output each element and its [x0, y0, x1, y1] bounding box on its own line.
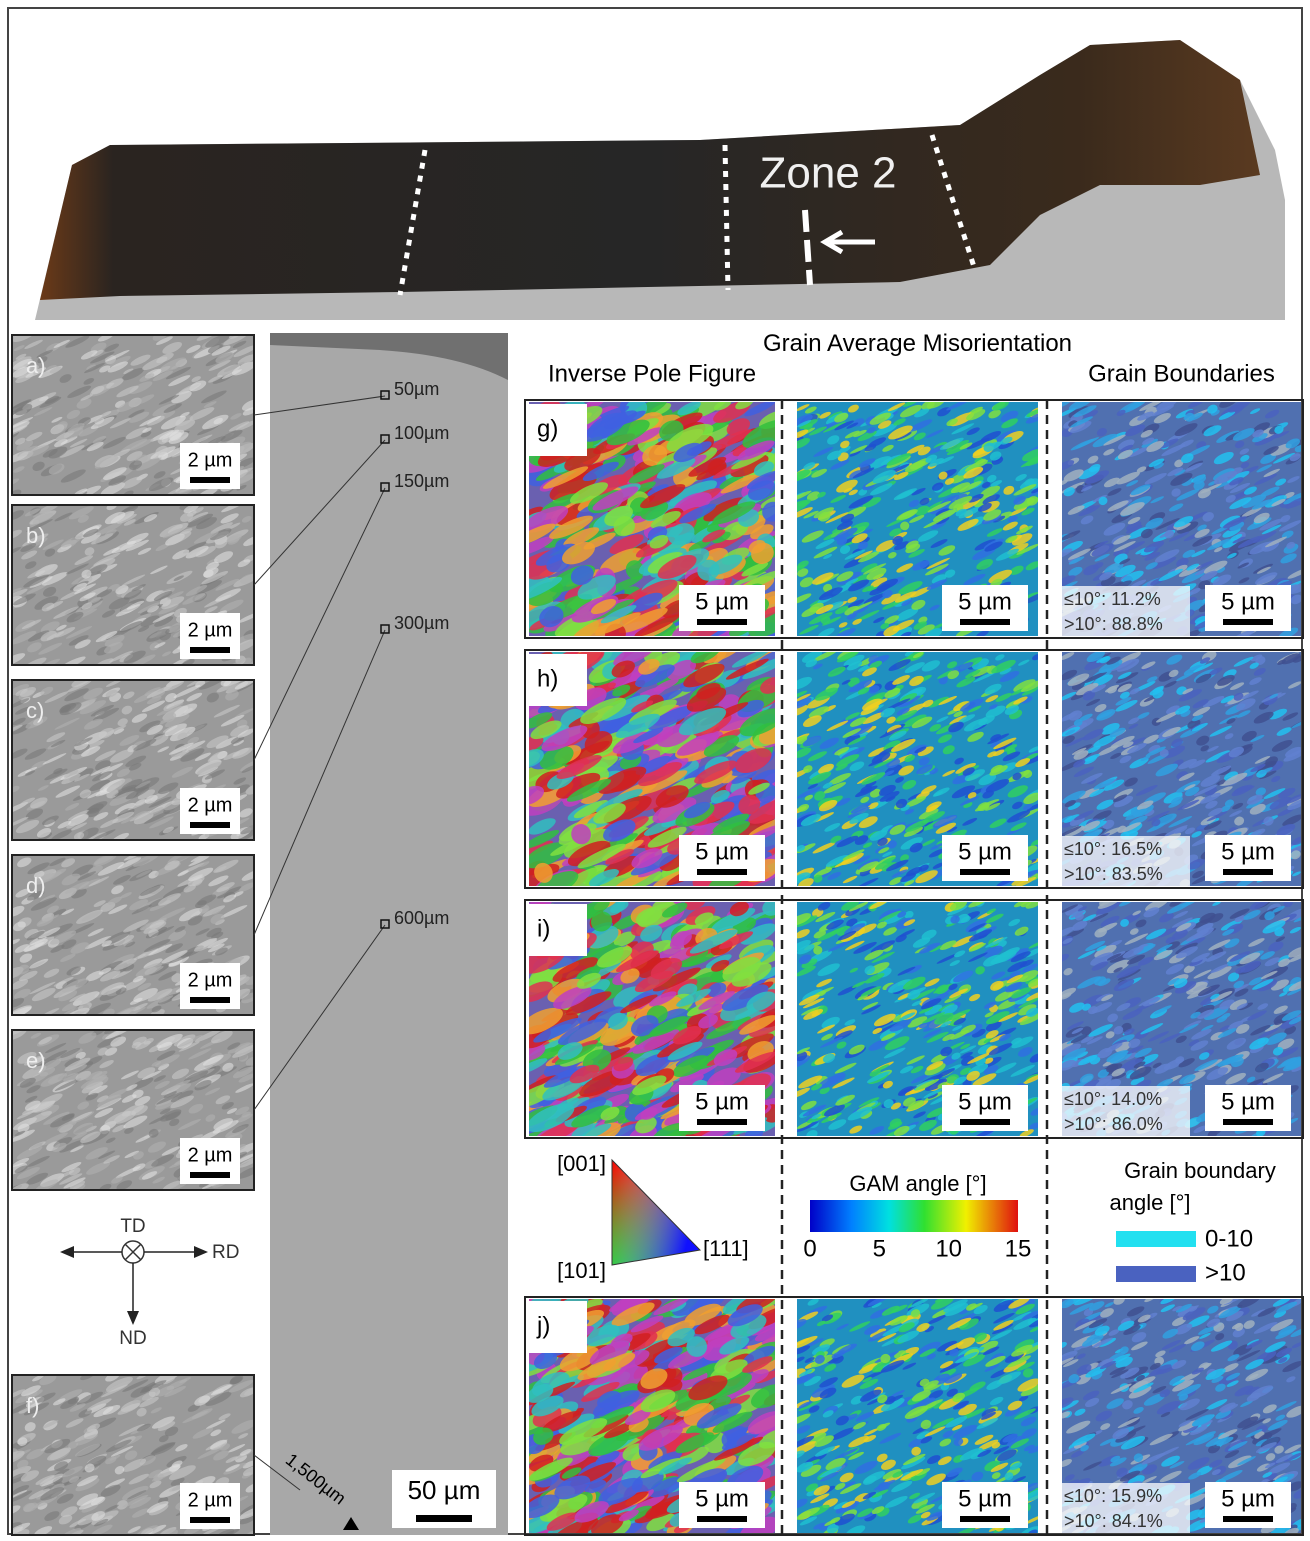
gam-title: GAM angle [°]: [849, 1171, 986, 1196]
panel-label: g): [537, 415, 558, 442]
axis-nd: ND: [119, 1328, 146, 1349]
column-header: Grain Boundaries: [1088, 360, 1275, 387]
gb-item: >10: [1205, 1259, 1246, 1286]
scale-label: 2 µm: [188, 449, 233, 471]
depth-label: 100µm: [394, 423, 449, 443]
panel-label: h): [537, 665, 558, 692]
scale-bar: [1223, 869, 1273, 875]
scale-label: 2 µm: [188, 969, 233, 991]
scale-label: 5 µm: [695, 838, 749, 865]
depth-label: 300µm: [394, 613, 449, 633]
scale-bar: [190, 647, 230, 653]
depth-label: 50µm: [394, 379, 439, 399]
gb-swatch: [1116, 1231, 1196, 1247]
zone-label: Zone 2: [760, 149, 897, 198]
panel-label: f): [26, 1393, 39, 1418]
column-header: Inverse Pole Figure: [548, 360, 756, 387]
column-header: Grain Average Misorientation: [763, 330, 1072, 357]
scale-bar: [1223, 619, 1273, 625]
scale-bar: [697, 869, 747, 875]
stat-low: ≤10°: 11.2%: [1064, 589, 1161, 609]
stat-high: >10°: 88.8%: [1064, 614, 1163, 634]
ipf-label: [101]: [557, 1258, 606, 1283]
panel-label: a): [26, 353, 46, 378]
panel-label: b): [26, 523, 46, 548]
axis-rd: RD: [212, 1242, 239, 1263]
stat-high: >10°: 83.5%: [1064, 864, 1163, 884]
scale-bar: [190, 477, 230, 483]
gb-title: Grain boundaryangle [°]: [1110, 1158, 1276, 1215]
ipf-label: [111]: [703, 1236, 749, 1261]
gam-colorbar: [810, 1200, 1018, 1232]
depth-label: 600µm: [394, 908, 449, 928]
stat-low: ≤10°: 16.5%: [1064, 839, 1162, 859]
figure: Zone 2 50 µm 1,500µm TD RD ND [001] [101…: [0, 0, 1310, 1541]
scale-label: 5 µm: [695, 1088, 749, 1115]
scale-bar: [960, 869, 1010, 875]
scale-label: 2 µm: [188, 1144, 233, 1166]
scale-bar: [190, 1172, 230, 1178]
panel-label: c): [26, 698, 44, 723]
scale-bar: [190, 1517, 230, 1523]
scale-bar: [697, 619, 747, 625]
axis-td: TD: [120, 1216, 145, 1237]
ipf-triangle-overlay: [612, 1160, 700, 1265]
scale-bar: [960, 619, 1010, 625]
scale-label: 2 µm: [188, 794, 233, 816]
scale-label: 5 µm: [1221, 838, 1275, 865]
depth-label: 150µm: [394, 471, 449, 491]
scale-label: 5 µm: [1221, 588, 1275, 615]
scale-label: 2 µm: [188, 1489, 233, 1511]
line: Grain Average Misorientation: [763, 330, 1072, 357]
scale-bar: [190, 822, 230, 828]
ipf-label: [001]: [557, 1151, 606, 1176]
gb-item: 0-10: [1205, 1225, 1253, 1252]
scale-bar: [697, 1119, 747, 1125]
cross-section: [270, 333, 508, 1535]
gb-swatch: [1116, 1266, 1196, 1282]
scale-bar: [190, 997, 230, 1003]
scale-label: 5 µm: [958, 588, 1012, 615]
scale-label: 2 µm: [188, 619, 233, 641]
scale-label: 5 µm: [958, 838, 1012, 865]
orientation-axes: TD RD ND: [60, 1216, 239, 1349]
scale-bar: [416, 1515, 472, 1522]
panel-label: e): [26, 1048, 46, 1073]
scale-label: 5 µm: [695, 588, 749, 615]
scale-label: 50 µm: [408, 1475, 481, 1505]
panel-label: d): [26, 873, 46, 898]
